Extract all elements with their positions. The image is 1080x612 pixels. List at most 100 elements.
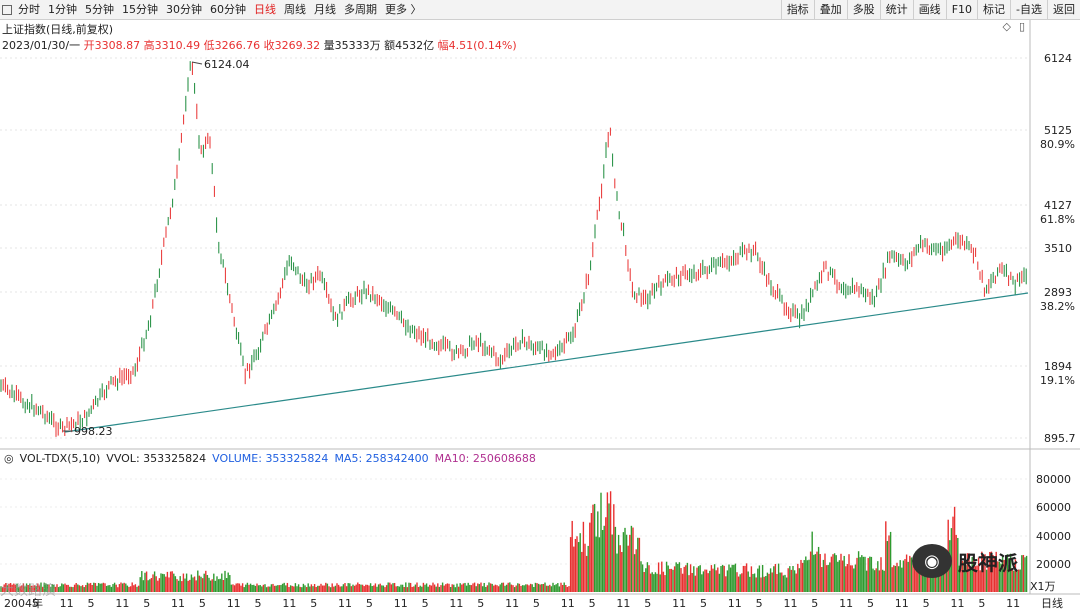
toolbar-button-7[interactable]: -自选: [1010, 0, 1047, 19]
chg-label: 幅: [437, 39, 449, 52]
wechat-icon: ◉: [912, 544, 952, 578]
time-tick-label: 11: [505, 597, 519, 610]
period-tab-1[interactable]: 1分钟: [48, 3, 77, 16]
period-tab-5[interactable]: 60分钟: [210, 3, 246, 16]
toolbar-button-3[interactable]: 统计: [879, 0, 913, 19]
amt-value: 4532亿: [395, 39, 435, 52]
price-tick-label: 1894: [1044, 360, 1072, 373]
price-tick-label: 2893: [1044, 286, 1072, 299]
ma5-value: 258342400: [365, 452, 429, 465]
time-tick-label: 11: [227, 597, 241, 610]
period-tab-6[interactable]: 日线: [254, 3, 276, 16]
time-tick-label: 5: [589, 597, 596, 610]
time-tick-label: 11: [895, 597, 909, 610]
time-tick-label: 5: [867, 597, 874, 610]
time-tick-label: 2004年: [4, 596, 43, 610]
low-annotation: 998.23: [74, 425, 113, 438]
low-label: 低: [203, 39, 215, 52]
time-tick-label: 11: [950, 597, 964, 610]
time-tick-label: 11: [728, 597, 742, 610]
volume-legend: ◎ VOL-TDX(5,10) VVOL: 353325824 VOLUME: …: [4, 452, 536, 465]
volume-tick-label: 40000: [1036, 530, 1071, 543]
legend-collapse-icon[interactable]: ◎: [4, 452, 14, 465]
time-tick-label: 5: [199, 597, 206, 610]
vol-value: 35333万: [334, 39, 381, 52]
time-tick-label: 5: [477, 597, 484, 610]
chart-tools: ◇ ▯: [1002, 20, 1025, 33]
price-tick-label: 5125: [1044, 124, 1072, 137]
time-tick-label: 11: [839, 597, 853, 610]
time-tick-label: 11: [394, 597, 408, 610]
time-tick-label: 5: [255, 597, 262, 610]
time-tick-label: 5: [700, 597, 707, 610]
low-value: 3266.76: [214, 39, 261, 52]
high-annotation: 6124.04: [204, 58, 250, 71]
price-tick-label: 6124: [1044, 52, 1072, 65]
menu-icon[interactable]: [0, 0, 14, 19]
ratio-tick-label: 19.1%: [1040, 374, 1075, 387]
quote-line: 2023/01/30/一 开3308.87 高3310.49 低3266.76 …: [2, 37, 517, 53]
watermark-logo: ◉ 股神派: [912, 544, 1018, 578]
ma10-label: MA10:: [434, 452, 470, 465]
volume-value: 353325824: [265, 452, 329, 465]
period-tab-10[interactable]: 更多 〉: [385, 3, 422, 16]
price-tick-label: 3510: [1044, 242, 1072, 255]
time-tick-label: 11: [783, 597, 797, 610]
watermark-left: 大数路演: [0, 583, 56, 599]
panel-icon[interactable]: ▯: [1018, 20, 1025, 33]
volume-tick-label: 20000: [1036, 558, 1071, 571]
toolbar-button-1[interactable]: 叠加: [813, 0, 847, 19]
ratio-tick-label: 80.9%: [1040, 138, 1075, 151]
time-tick-label: 5: [811, 597, 818, 610]
amt-label: 额: [384, 39, 396, 52]
ma5-label: MA5:: [334, 452, 363, 465]
toolbar-button-8[interactable]: 返回: [1047, 0, 1080, 19]
time-tick-label: 5: [644, 597, 651, 610]
diamond-icon[interactable]: ◇: [1002, 20, 1011, 33]
ma10-value: 250608688: [472, 452, 536, 465]
volume-label: VOLUME:: [212, 452, 262, 465]
time-tick-label: 5: [422, 597, 429, 610]
period-tab-8[interactable]: 月线: [314, 3, 336, 16]
time-tick-label: 5: [533, 597, 540, 610]
high-pointer: [191, 61, 203, 65]
time-tick-label: 5: [366, 597, 373, 610]
period-tab-9[interactable]: 多周期: [344, 3, 377, 16]
time-tick-label: 5: [32, 597, 39, 610]
vol-indicator[interactable]: VOL-TDX(5,10): [19, 452, 101, 465]
high-label: 高: [143, 39, 155, 52]
period-tab-7[interactable]: 周线: [284, 3, 306, 16]
time-tick-label: 11: [1006, 597, 1020, 610]
vvol-label: VVOL:: [106, 452, 140, 465]
toolbar-button-5[interactable]: F10: [945, 0, 977, 19]
time-tick-label: 11: [171, 597, 185, 610]
period-toolbar: 分时 1分钟 5分钟 15分钟 30分钟 60分钟 日线 周线 月线 多周期 更多 〉 指标 叠加 多股…: [0, 0, 1080, 20]
toolbar-button-6[interactable]: 标记: [977, 0, 1010, 19]
toolbar-button-4[interactable]: 画线: [912, 0, 946, 19]
time-tick-label: 11: [115, 597, 129, 610]
period-label: 日线: [1041, 597, 1063, 610]
close-value: 3269.32: [274, 39, 321, 52]
period-tab-2[interactable]: 5分钟: [85, 3, 114, 16]
vvol-value: 353325824: [143, 452, 207, 465]
time-tick-label: 5: [923, 597, 930, 610]
watermark-brand: 股神派: [958, 550, 1018, 575]
period-tab-3[interactable]: 15分钟: [122, 3, 158, 16]
ratio-tick-label: 38.2%: [1040, 300, 1075, 313]
period-tab-4[interactable]: 30分钟: [166, 3, 202, 16]
period-tab-0[interactable]: 分时: [18, 3, 40, 16]
time-tick-label: 11: [338, 597, 352, 610]
close-label: 收: [263, 39, 275, 52]
toolbar-button-2[interactable]: 多股: [846, 0, 880, 19]
toolbar-button-0[interactable]: 指标: [780, 0, 814, 19]
high-value: 3310.49: [154, 39, 201, 52]
time-tick-label: 11: [561, 597, 575, 610]
time-tick-label: 5: [756, 597, 763, 610]
chart-title: 上证指数(日线,前复权): [2, 23, 114, 36]
time-tick-label: 11: [672, 597, 686, 610]
volume-tick-label: 60000: [1036, 501, 1071, 514]
price-tick-label: 895.7: [1044, 432, 1076, 445]
trend-line: [64, 292, 1029, 433]
time-tick-label: 5: [310, 597, 317, 610]
